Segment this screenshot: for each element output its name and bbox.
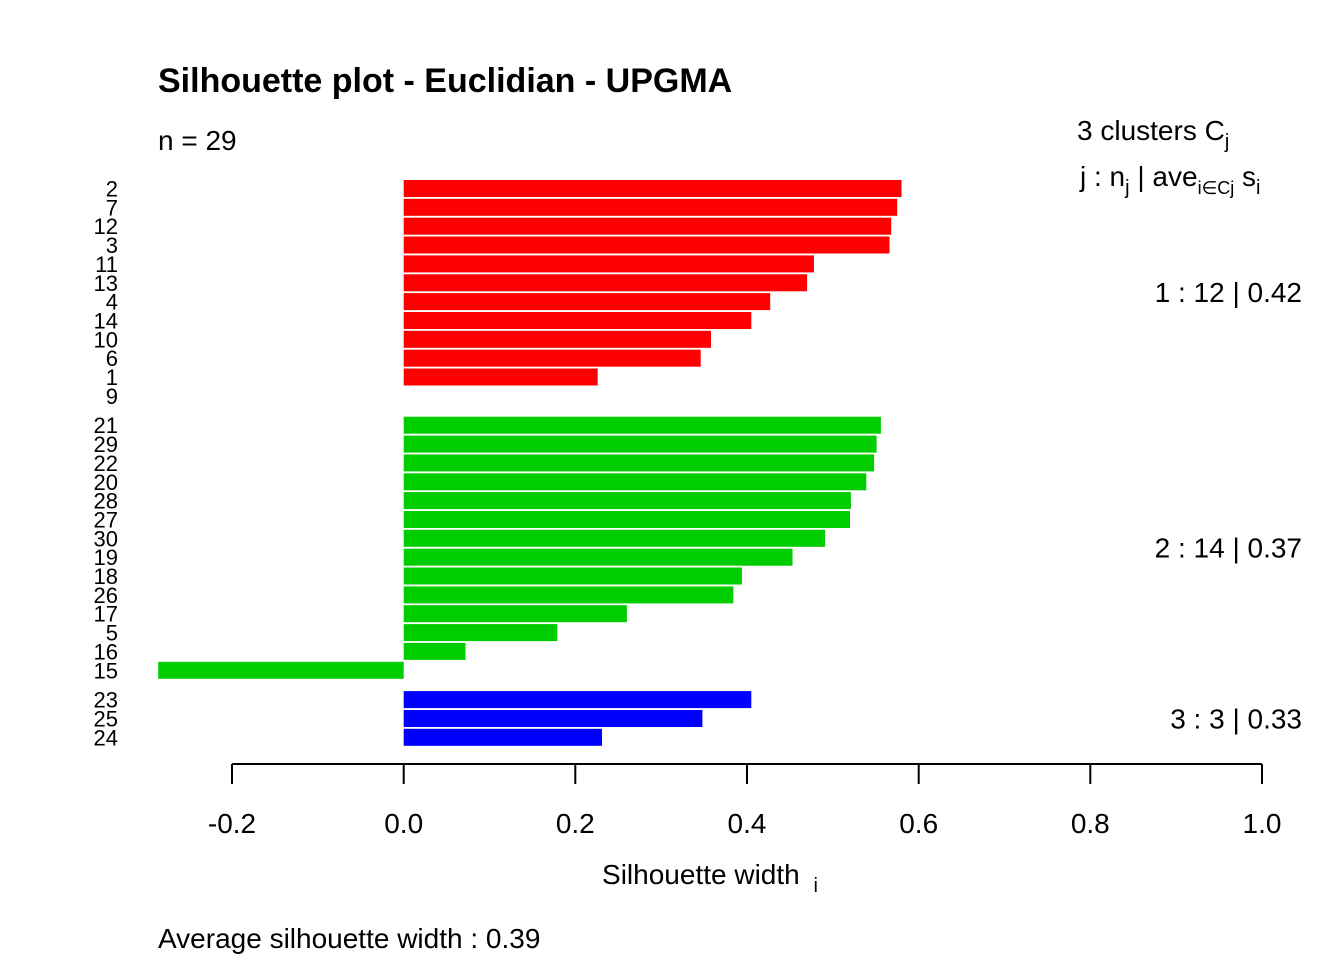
bar-30 <box>403 529 826 547</box>
bar-29 <box>403 435 877 453</box>
y-label-6: 6 <box>106 346 118 371</box>
x-axis-label: Silhouette width i <box>602 859 818 897</box>
y-label-9: 9 <box>106 384 118 409</box>
y-label-25: 25 <box>94 707 118 732</box>
bar-19 <box>403 548 793 566</box>
x-tick-label-1.0: 1.0 <box>1243 808 1282 839</box>
bar-11 <box>403 255 814 273</box>
cluster-label-2: 2 : 14 | 0.37 <box>1155 533 1302 564</box>
bar-26 <box>403 586 734 604</box>
bar-18 <box>403 567 742 585</box>
cluster-label-1: 1 : 12 | 0.42 <box>1155 277 1302 308</box>
chart-subtitle: n = 29 <box>158 125 237 156</box>
y-label-13: 13 <box>94 271 118 296</box>
y-label-16: 16 <box>94 639 118 664</box>
cluster-labels-group: 1 : 12 | 0.42 2 : 14 | 0.37 3 : 3 | 0.33 <box>1155 277 1302 734</box>
chart-title: Silhouette plot - Euclidian - UPGMA <box>158 62 732 100</box>
y-label-29: 29 <box>94 432 118 457</box>
y-label-7: 7 <box>106 195 118 220</box>
y-labels-group: 2712311134141061921292220282730191826175… <box>94 177 118 751</box>
bar-6 <box>403 349 701 367</box>
y-label-5: 5 <box>106 621 118 646</box>
y-label-18: 18 <box>94 564 118 589</box>
bar-15 <box>158 661 404 679</box>
x-axis: -0.2 0.0 0.2 0.4 0.6 0.8 1.0 <box>208 763 1282 839</box>
average-silhouette-width: Average silhouette width : 0.39 <box>158 923 540 954</box>
y-label-26: 26 <box>94 583 118 608</box>
bar-17 <box>403 605 627 623</box>
y-label-30: 30 <box>94 526 118 551</box>
y-label-11: 11 <box>95 252 118 277</box>
x-tick-label-0.4: 0.4 <box>728 808 767 839</box>
bar-27 <box>403 511 850 528</box>
y-label-21: 21 <box>94 413 118 438</box>
bar-4 <box>403 293 771 311</box>
bar-21 <box>403 416 881 434</box>
bar-7 <box>403 198 898 216</box>
bar-28 <box>403 492 851 510</box>
bar-25 <box>403 710 703 727</box>
y-label-27: 27 <box>94 508 118 533</box>
y-label-23: 23 <box>94 688 118 713</box>
y-label-28: 28 <box>94 489 118 514</box>
bar-16 <box>403 642 466 660</box>
legend-header-line2: j : nj | avei∈Cj si <box>1079 161 1261 199</box>
bar-23 <box>403 691 752 709</box>
bar-24 <box>403 728 602 746</box>
y-label-3: 3 <box>106 233 118 258</box>
x-tick-label-0.0: 0.0 <box>384 808 423 839</box>
bars-group <box>158 180 902 746</box>
bar-20 <box>403 473 867 491</box>
x-tick-label-0.2: 0.2 <box>556 808 595 839</box>
bar-5 <box>403 624 558 642</box>
y-label-2: 2 <box>106 177 118 202</box>
bar-22 <box>403 454 875 472</box>
y-label-10: 10 <box>94 327 118 352</box>
x-tick-label-0.8: 0.8 <box>1071 808 1110 839</box>
y-label-24: 24 <box>94 725 118 750</box>
bar-14 <box>403 312 752 329</box>
y-label-12: 12 <box>94 214 118 239</box>
bar-2 <box>403 180 902 197</box>
bar-3 <box>403 236 890 254</box>
y-label-1: 1 <box>106 365 118 390</box>
y-label-22: 22 <box>94 451 118 476</box>
y-label-14: 14 <box>94 309 118 334</box>
cluster-label-3: 3 : 3 | 0.33 <box>1170 704 1302 735</box>
y-label-4: 4 <box>106 290 118 315</box>
bar-10 <box>403 330 711 348</box>
legend-header-line1: 3 clusters Cj <box>1077 115 1229 153</box>
bar-13 <box>403 274 808 292</box>
y-label-19: 19 <box>94 545 118 570</box>
y-label-15: 15 <box>94 658 118 683</box>
y-label-20: 20 <box>94 470 118 495</box>
x-tick-label-0.6: 0.6 <box>899 808 938 839</box>
bar-1 <box>403 368 598 386</box>
y-label-17: 17 <box>94 602 118 627</box>
x-tick-label--0.2: -0.2 <box>208 808 256 839</box>
bar-12 <box>403 217 892 235</box>
